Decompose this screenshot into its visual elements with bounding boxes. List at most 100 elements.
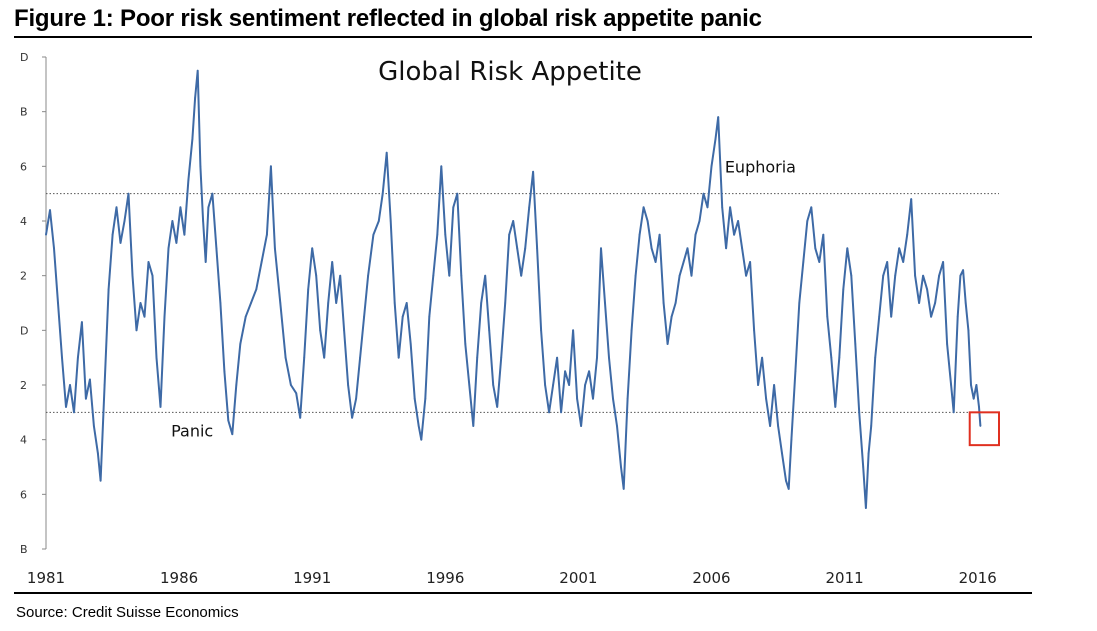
data-point [785, 479, 787, 482]
data-point [584, 384, 586, 386]
data-point [946, 343, 948, 345]
data-point [564, 370, 566, 373]
data-point [524, 247, 527, 250]
data-point [654, 261, 657, 263]
y-tick-label: D [20, 51, 28, 64]
data-point [367, 274, 369, 277]
data-point [204, 261, 207, 263]
data-point [488, 329, 491, 332]
data-point [57, 302, 59, 304]
data-point [401, 315, 404, 318]
data-point [167, 247, 170, 250]
panic-label: Panic [171, 421, 213, 440]
data-point [107, 288, 110, 291]
data-point [890, 315, 893, 318]
data-point [81, 321, 83, 323]
data-point [765, 397, 767, 400]
data-point [975, 384, 978, 386]
data-point [99, 479, 102, 482]
data-point [706, 206, 709, 209]
data-point [492, 384, 495, 386]
data-point [967, 329, 970, 332]
data-point [327, 302, 330, 304]
data-point [187, 179, 190, 181]
data-point [77, 356, 79, 359]
data-point [456, 192, 459, 195]
data-point [215, 247, 218, 250]
data-point [757, 384, 759, 386]
data-points [45, 69, 982, 509]
data-point [444, 233, 447, 236]
data-point [319, 329, 322, 332]
data-point [536, 247, 538, 250]
data-point [773, 384, 775, 386]
y-tick-label: 6 [20, 160, 27, 173]
data-point [303, 356, 306, 359]
data-point [255, 288, 258, 291]
data-point [49, 209, 51, 212]
data-point [372, 233, 375, 236]
data-point [53, 247, 55, 250]
data-point [307, 288, 310, 291]
data-point [576, 397, 578, 400]
data-point [902, 261, 905, 263]
data-point [393, 302, 396, 304]
data-point [874, 356, 877, 359]
data-point [698, 220, 701, 222]
data-point [381, 192, 384, 195]
data-point [155, 356, 158, 359]
data-point [714, 138, 717, 140]
data-point [440, 165, 443, 168]
data-point [962, 269, 964, 272]
data-point [818, 261, 821, 263]
data-point [870, 425, 873, 427]
data-point [926, 288, 928, 291]
x-ticks: 1981 1986 1991 1996 2001 2006 2011 2016 [27, 569, 997, 587]
data-point [702, 192, 705, 195]
data-point [552, 384, 554, 386]
data-point [678, 274, 681, 277]
data-point [802, 261, 805, 263]
data-point [930, 315, 932, 318]
data-point [355, 397, 357, 400]
data-point [196, 69, 199, 72]
data-point [717, 116, 720, 118]
x-tick-label: 1986 [160, 569, 198, 587]
data-point [620, 466, 622, 468]
data-point [592, 397, 594, 400]
x-tick-label: 1996 [426, 569, 464, 587]
data-point [694, 233, 697, 236]
data-point [331, 261, 334, 263]
data-point [540, 329, 542, 332]
data-point [854, 343, 857, 345]
data-point [520, 274, 523, 277]
data-point [898, 247, 901, 250]
data-point [638, 233, 641, 236]
y-tick-label: 4 [20, 215, 27, 228]
data-point [886, 261, 889, 263]
data-point [363, 315, 365, 318]
data-point [686, 247, 689, 250]
data-point [979, 425, 982, 427]
data-point [405, 302, 408, 304]
y-tick-label: 6 [20, 488, 27, 501]
data-point [690, 274, 693, 277]
data-point [359, 356, 361, 359]
data-point [266, 233, 268, 236]
data-point [417, 425, 420, 427]
data-point [139, 302, 142, 304]
data-point [600, 247, 602, 250]
data-point [959, 274, 962, 277]
data-point [850, 274, 853, 277]
data-point [846, 247, 849, 250]
data-point [769, 425, 771, 427]
data-point [239, 343, 242, 345]
data-point [199, 165, 202, 168]
data-point [207, 206, 210, 209]
data-point [235, 384, 238, 386]
data-point [389, 220, 392, 222]
data-point [219, 302, 222, 304]
data-point [274, 247, 276, 250]
data-point [616, 425, 618, 427]
data-point [798, 302, 801, 304]
